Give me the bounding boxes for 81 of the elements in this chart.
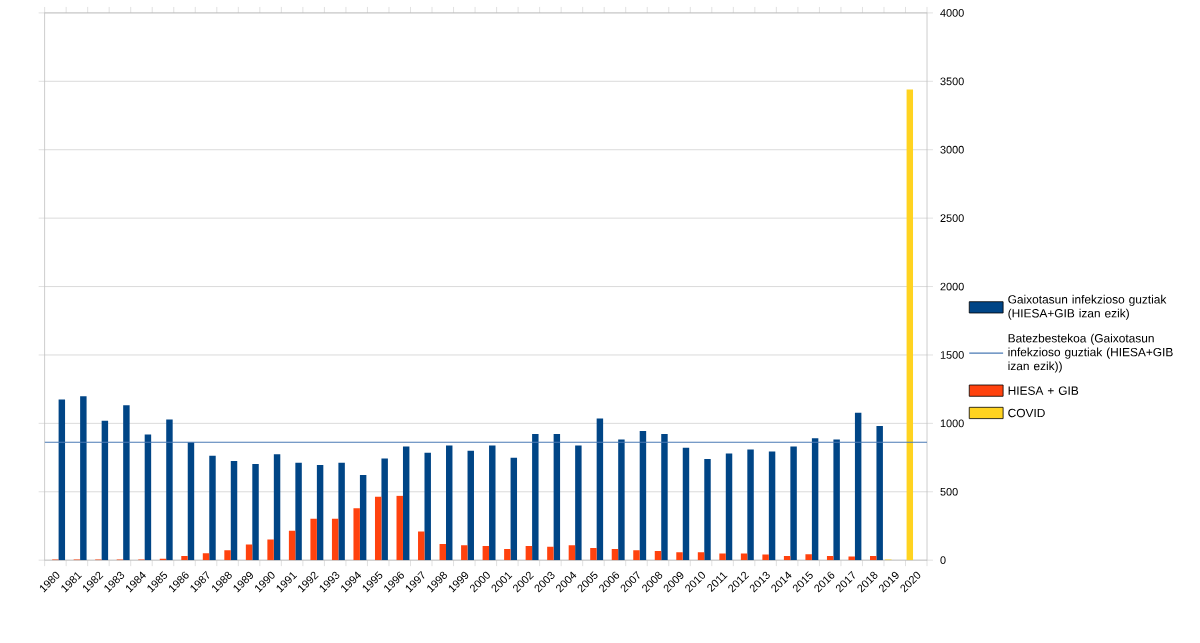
bar <box>209 455 216 560</box>
bar <box>719 553 726 560</box>
bar <box>639 430 647 560</box>
bar <box>762 554 769 560</box>
legend-label: COVID <box>1008 408 1045 417</box>
bar <box>144 434 152 560</box>
bar <box>596 418 604 560</box>
bar <box>906 89 914 560</box>
bar <box>633 550 640 560</box>
bar <box>510 457 518 560</box>
bar <box>166 419 173 560</box>
bar <box>805 554 812 560</box>
bar <box>525 545 533 560</box>
y-tick-label: 2500 <box>940 214 964 222</box>
y-tick-label: 1000 <box>940 419 964 427</box>
bar <box>854 412 862 560</box>
bar <box>202 552 210 560</box>
bar <box>553 433 561 560</box>
bar <box>848 556 855 560</box>
bar <box>590 547 597 560</box>
bar <box>575 445 582 560</box>
y-tick-label: 1500 <box>940 350 964 359</box>
bar <box>359 474 367 560</box>
bar <box>467 450 474 560</box>
bar <box>316 464 324 560</box>
bar <box>310 518 317 560</box>
bar <box>295 462 302 560</box>
bar <box>876 425 883 560</box>
bar <box>618 439 625 560</box>
bar <box>331 518 339 560</box>
bar <box>267 539 274 560</box>
y-tick-label: 3500 <box>940 77 964 85</box>
bar <box>768 451 776 560</box>
bar <box>374 496 382 560</box>
bar <box>187 442 195 560</box>
bar <box>123 404 130 560</box>
bar <box>682 447 690 560</box>
bar <box>402 446 410 560</box>
bar <box>661 433 668 560</box>
bar <box>482 545 490 560</box>
bar <box>704 458 711 560</box>
bar <box>446 445 453 560</box>
bar <box>611 548 619 560</box>
bar <box>654 550 662 560</box>
bar <box>230 460 238 560</box>
bar <box>273 453 281 560</box>
bar <box>181 555 188 560</box>
y-tick-label: 0 <box>940 556 946 564</box>
bar <box>439 543 447 560</box>
bar <box>811 438 819 560</box>
bar <box>396 495 403 560</box>
bar <box>747 449 754 560</box>
bar <box>532 433 539 560</box>
y-tick-label: 3000 <box>940 145 964 154</box>
bar <box>676 552 683 560</box>
bar <box>461 545 468 560</box>
bar <box>80 396 87 560</box>
bar <box>833 439 840 560</box>
legend-label: HIESA + GIB <box>1008 386 1079 395</box>
bar <box>418 531 425 560</box>
bar <box>58 399 66 560</box>
legend-label: Gaixotasun infekzioso guztiak (HIESA+GIB izan ezik) <box>1008 294 1167 320</box>
y-tick-label: 500 <box>940 487 958 496</box>
legend-label: Batezbestekoa (Gaixotasun infekzioso guztiak (HIESA+GIB izan ezik)) <box>1008 333 1173 373</box>
bar <box>338 462 345 560</box>
bar <box>252 463 259 560</box>
bar <box>424 452 431 560</box>
y-tick-label: 4000 <box>940 8 964 17</box>
bar <box>489 445 496 560</box>
y-tick-label: 2000 <box>940 282 964 291</box>
bar <box>504 548 511 560</box>
bar <box>353 508 360 560</box>
bar <box>224 550 231 560</box>
bar <box>547 546 554 560</box>
bar <box>790 446 797 560</box>
bar <box>568 545 576 560</box>
bar <box>101 420 109 560</box>
bar <box>725 453 733 560</box>
bar <box>288 530 296 560</box>
bar <box>697 552 705 560</box>
bar <box>381 458 388 560</box>
